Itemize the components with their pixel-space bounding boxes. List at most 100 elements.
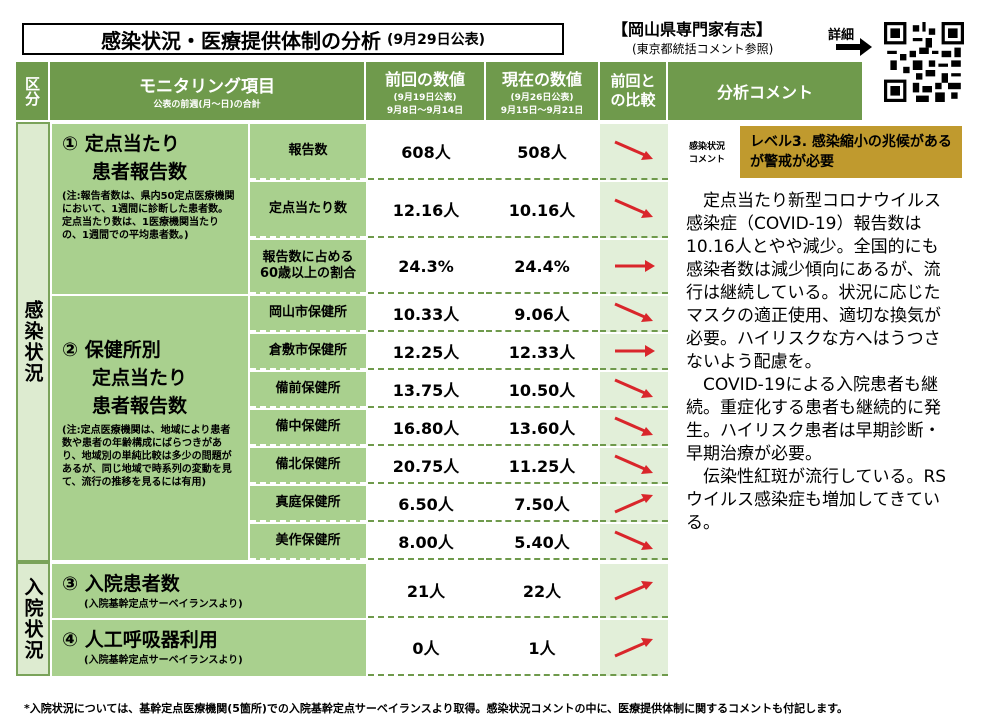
- row-curr-value: 9.06人: [486, 296, 598, 332]
- comment-body: 定点当たり新型コロナウイルス感染症（COVID-19）報告数は10.16人とやや…: [676, 184, 964, 654]
- row-compare: [600, 372, 668, 408]
- section-1-note: (注:報告者数は、県内50定点医療機関において、1週間に診断した患者数。定点当た…: [62, 191, 235, 241]
- row-curr-value: 508人: [486, 124, 598, 180]
- row-label: 岡山市保健所: [250, 296, 366, 332]
- comment-tag1: 感染状況: [688, 142, 725, 152]
- side-infection-text: 感染状況: [21, 300, 44, 384]
- trend-up-arrow-icon: [614, 494, 653, 514]
- row-compare: [600, 124, 668, 180]
- section-4-note: (入院基幹定点サーベイランスより): [84, 655, 243, 666]
- section-2-title3: 患者報告数: [92, 395, 188, 417]
- trend-flat-arrow-icon: [615, 260, 655, 272]
- section-4: ④ 人工呼吸器利用 (入院基幹定点サーベイランスより): [52, 620, 366, 676]
- row-label: 備中保健所: [250, 410, 366, 446]
- row-label: 備前保健所: [250, 372, 366, 408]
- section-2-title1: ② 保健所別: [62, 339, 161, 361]
- section-4-title: ④ 人工呼吸器利用: [62, 629, 218, 651]
- section-2: ② 保健所別 定点当たり 患者報告数 (注:定点医療機関は、地域により患者数や患…: [52, 296, 248, 560]
- row-curr-value: 7.50人: [486, 486, 598, 522]
- header-comment: 分析コメント: [668, 62, 862, 120]
- section-2-note: (注:定点医療機関は、地域により患者数や患者の年齢構成にばらつきがあり、地域別の…: [62, 425, 232, 488]
- row-curr-value: 12.33人: [486, 334, 598, 370]
- row-label: 真庭保健所: [250, 486, 366, 522]
- header-item-text: モニタリング項目: [139, 77, 275, 97]
- side-hospital-text: 入院状況: [21, 577, 44, 661]
- comment-tag: 感染状況 コメント: [676, 126, 738, 178]
- row-prev-value: 13.75人: [368, 372, 484, 408]
- header-prev-text: 前回の数値: [384, 70, 465, 89]
- row-prev-value: 10.33人: [368, 296, 484, 332]
- header-compare-text: 前回との比較: [610, 72, 656, 109]
- row-compare: [600, 182, 668, 238]
- section-3: ③ 入院患者数 (入院基幹定点サーベイランスより): [52, 564, 366, 618]
- header-prev-note1: (9月19日公表): [393, 93, 457, 103]
- header-curr-text: 現在の数値: [501, 70, 582, 89]
- row-compare: [600, 448, 668, 484]
- header-item-note: 公表の前週(月～日)の合計: [153, 100, 261, 110]
- row-label: 定点当たり数: [250, 182, 366, 238]
- trend-down-arrow-icon: [614, 416, 653, 436]
- row-curr-value: 1人: [486, 620, 598, 676]
- row-compare: [600, 564, 668, 618]
- row-compare: [600, 410, 668, 446]
- row-compare: [600, 296, 668, 332]
- section-3-note: (入院基幹定点サーベイランスより): [84, 599, 243, 610]
- row-label: 備北保健所: [250, 448, 366, 484]
- header-category: 区分: [16, 62, 50, 120]
- trend-down-arrow-icon: [614, 140, 653, 160]
- org-name: 【岡山県専門家有志】: [612, 20, 773, 39]
- comment-tag2: コメント: [688, 155, 725, 165]
- row-curr-value: 22人: [486, 564, 598, 618]
- detail-link[interactable]: 詳細: [828, 28, 855, 43]
- section-3-title: ③ 入院患者数: [62, 573, 180, 595]
- header-category-text: 区分: [23, 76, 41, 106]
- row-curr-value: 10.16人: [486, 182, 598, 238]
- title-main: 感染状況・医療提供体制の分析: [100, 28, 381, 53]
- row-compare: [600, 486, 668, 522]
- row-label: 倉敷市保健所: [250, 334, 366, 370]
- analysis-table: 区分 モニタリング項目 公表の前週(月～日)の合計 前回の数値 (9月19日公表…: [16, 62, 972, 678]
- row-curr-value: 5.40人: [486, 524, 598, 560]
- section-1-title1: ① 定点当たり: [62, 133, 180, 155]
- header-compare: 前回との比較: [600, 62, 668, 120]
- level-badge: レベル3. 感染縮小の兆候があるが警戒が必要: [740, 126, 962, 178]
- trend-up-arrow-icon: [614, 638, 653, 658]
- row-compare: [600, 620, 668, 676]
- row-label: 報告数に占める60歳以上の割合: [250, 240, 366, 294]
- trend-down-arrow-icon: [614, 454, 653, 474]
- trend-down-arrow-icon: [614, 302, 653, 322]
- side-infection: 感染状況: [16, 122, 50, 562]
- trend-up-arrow-icon: [614, 581, 653, 601]
- section-1: ① 定点当たり 患者報告数 (注:報告者数は、県内50定点医療機関において、1週…: [52, 124, 248, 294]
- page-title: 感染状況・医療提供体制の分析 (9月29日公表): [22, 23, 564, 55]
- header-curr-note1: (9月26日公表): [510, 93, 574, 103]
- level-text: レベル3. 感染縮小の兆候があるが警戒が必要: [750, 134, 952, 170]
- row-curr-value: 10.50人: [486, 372, 598, 408]
- row-compare: [600, 334, 668, 370]
- footnote: *入院状況については、基幹定点医療機関(5箇所)での入院基幹定点サーベイランスよ…: [24, 702, 849, 715]
- row-prev-value: 8.00人: [368, 524, 484, 560]
- trend-flat-arrow-icon: [615, 345, 655, 357]
- header-item: モニタリング項目 公表の前週(月～日)の合計: [50, 62, 366, 120]
- header-prev: 前回の数値 (9月19日公表) 9月8日～9月14日: [366, 62, 486, 120]
- trend-down-arrow-icon: [614, 198, 653, 218]
- org-sub: (東京都統括コメント参照): [632, 42, 774, 56]
- row-prev-value: 0人: [368, 620, 484, 676]
- row-prev-value: 608人: [368, 124, 484, 180]
- trend-down-arrow-icon: [614, 378, 653, 398]
- title-date: (9月29日公表): [386, 32, 486, 48]
- row-prev-value: 12.16人: [368, 182, 484, 238]
- row-curr-value: 24.4%: [486, 240, 598, 294]
- row-prev-value: 24.3%: [368, 240, 484, 294]
- row-prev-value: 16.80人: [368, 410, 484, 446]
- header-curr-note2: 9月15日～9月21日: [500, 106, 584, 116]
- row-prev-value: 21人: [368, 564, 484, 618]
- header-comment-text: 分析コメント: [716, 83, 813, 102]
- qr-code-icon[interactable]: [884, 22, 964, 102]
- arrow-right-icon: [836, 38, 872, 56]
- row-prev-value: 6.50人: [368, 486, 484, 522]
- section-1-title2: 患者報告数: [92, 161, 188, 183]
- row-curr-value: 13.60人: [486, 410, 598, 446]
- row-compare: [600, 240, 668, 294]
- header-prev-note2: 9月8日～9月14日: [386, 106, 464, 116]
